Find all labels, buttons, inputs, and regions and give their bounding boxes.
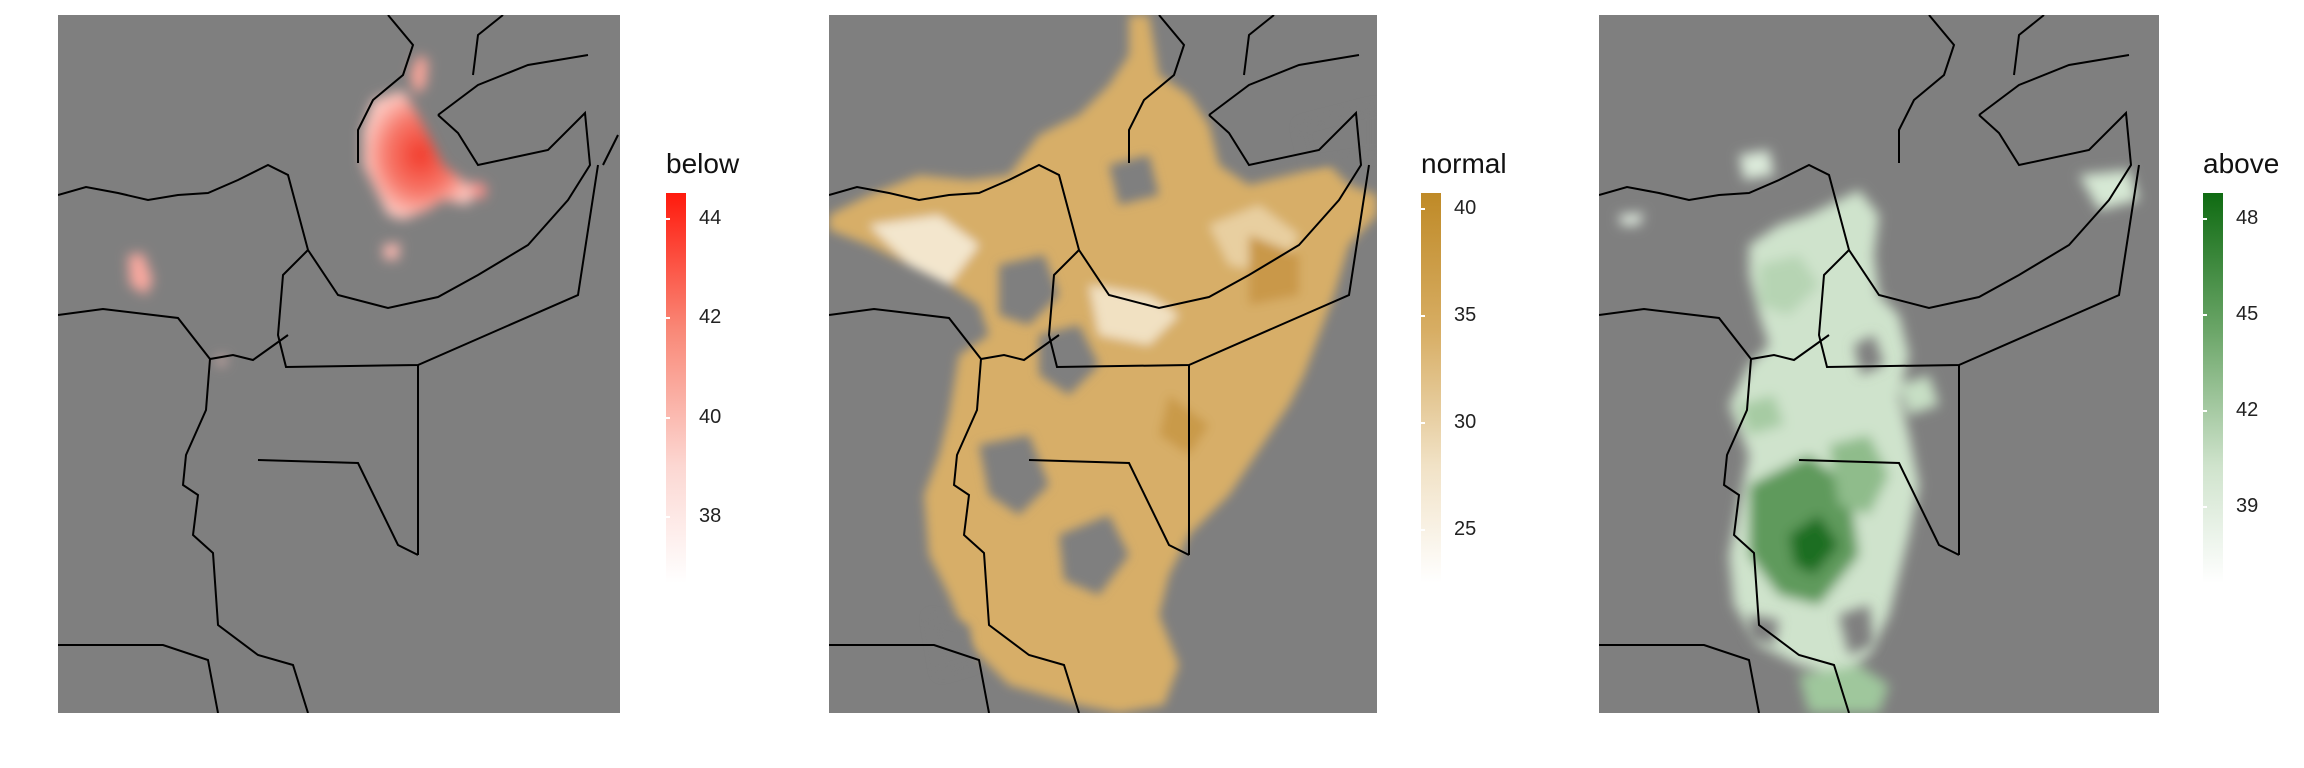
legend-tick-above-48: 48 [2236,207,2259,229]
legend-title-above: above [2203,148,2280,179]
legend-tick-mark [666,417,670,419]
below-probability-field [128,55,488,365]
legend-title-normal: normal [1421,148,1507,179]
legend-tick-mark [666,317,670,319]
above-probability-field [1619,150,2139,713]
map-above [1599,15,2159,713]
country-borders-above [1599,15,2140,713]
legend-tick-normal-35: 35 [1454,304,1477,326]
legend-tick-normal-40: 40 [1454,197,1477,219]
legend-tick-mark [2203,314,2207,316]
legend-colorbar-below [666,193,686,583]
map-above-svg [1599,15,2140,713]
country-borders-below [58,15,619,713]
legend-tick-below-44: 44 [699,207,722,229]
map-below [58,15,620,713]
above-gaps [1749,335,1884,655]
legend-tick-above-39: 39 [2236,495,2259,517]
legend-tick-mark [2203,506,2207,508]
map-normal-svg [829,15,1377,713]
legend-tick-above-42: 42 [2236,399,2259,421]
legend-tick-mark [666,218,670,220]
legend-colorbar-normal [1421,193,1441,583]
map-normal [829,15,1377,713]
legend-tick-below-40: 40 [699,406,722,428]
legend-tick-mark [1421,315,1425,317]
legend-tick-below-38: 38 [699,505,722,527]
legend-title-below: below [666,148,740,179]
normal-probability-field [829,15,1377,713]
legend-tick-mark [2203,218,2207,220]
legend-tick-mark [1421,529,1425,531]
legend-tick-mark [1421,422,1425,424]
legend-tick-normal-30: 30 [1454,411,1477,433]
legend-tick-above-45: 45 [2236,303,2259,325]
legend-tick-mark [1421,208,1425,210]
legend-colorbar-above [2203,193,2223,583]
map-below-svg [58,15,619,713]
country-borders-normal [829,15,1370,713]
legend-tick-below-42: 42 [699,306,722,328]
legend-tick-mark [666,516,670,518]
legend-tick-mark [2203,410,2207,412]
legend-tick-normal-25: 25 [1454,518,1477,540]
